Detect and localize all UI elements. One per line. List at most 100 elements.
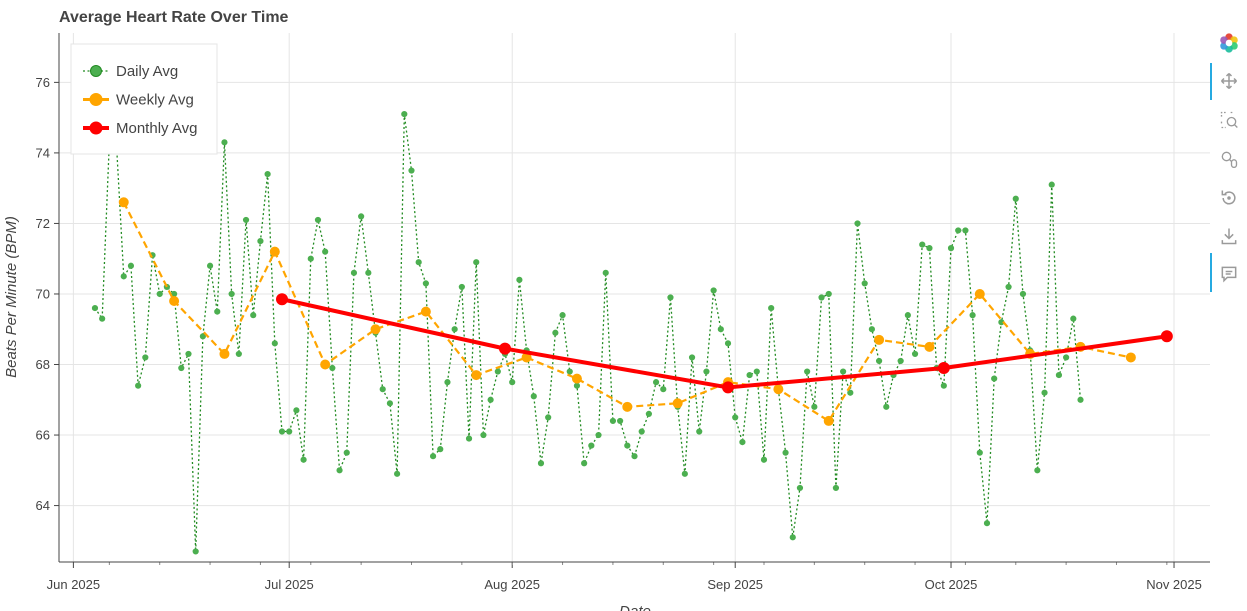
weekly-avg-series xyxy=(118,197,1136,426)
daily-avg-point xyxy=(825,290,832,298)
daily-avg-point xyxy=(545,414,552,421)
daily-avg-point xyxy=(156,290,163,298)
daily-avg-point xyxy=(358,213,365,220)
daily-avg-point xyxy=(437,446,444,453)
daily-avg-point xyxy=(919,241,926,248)
daily-avg-point xyxy=(624,442,631,449)
daily-avg-point xyxy=(753,368,760,375)
daily-avg-point xyxy=(286,428,293,435)
daily-avg-point xyxy=(429,453,437,460)
daily-avg-point xyxy=(667,294,674,301)
daily-avg-point xyxy=(897,357,904,365)
monthly-avg-point xyxy=(499,342,512,355)
save-icon[interactable] xyxy=(1218,225,1240,247)
daily-avg-point xyxy=(904,312,911,319)
weekly-avg-point xyxy=(571,373,582,384)
daily-avg-point xyxy=(206,262,214,269)
daily-avg-point xyxy=(120,273,127,280)
daily-avg-point xyxy=(199,333,206,340)
weekly-avg-point xyxy=(672,398,683,409)
monthly-avg-point xyxy=(722,381,735,394)
weekly-avg-point xyxy=(1125,352,1136,363)
grid-lines xyxy=(59,33,1210,562)
wheel-zoom-icon[interactable] xyxy=(1218,148,1240,170)
pan-icon[interactable] xyxy=(1218,70,1240,92)
legend-label: Monthly Avg xyxy=(116,120,197,137)
legend-item-weekly-avg[interactable]: Weekly Avg xyxy=(83,92,194,109)
legend[interactable]: Daily Avg Weekly Avg Monthly Avg xyxy=(70,43,218,155)
daily-avg-point xyxy=(746,371,753,379)
daily-avg-point xyxy=(926,245,933,252)
daily-avg-point xyxy=(868,326,875,333)
daily-avg-point xyxy=(1041,389,1048,396)
daily-avg-point xyxy=(796,484,804,492)
daily-avg-point xyxy=(509,379,516,386)
daily-avg-point xyxy=(336,467,343,474)
daily-avg-point xyxy=(221,139,228,146)
daily-avg-point xyxy=(782,449,789,456)
x-tick-label: Jul 2025 xyxy=(265,577,314,592)
daily-avg-point xyxy=(1012,195,1019,202)
daily-avg-point xyxy=(394,470,401,477)
axes: 64 66 68 70 72 74 76 Jun 2025 Jul 2025 Aug 2025 Se… xyxy=(36,33,1210,592)
daily-avg-point xyxy=(480,431,487,439)
weekly-avg-line xyxy=(122,201,1132,423)
daily-avg-point xyxy=(516,276,523,283)
daily-avg-point xyxy=(135,382,142,389)
daily-avg-point xyxy=(969,312,976,319)
daily-avg-point xyxy=(710,287,717,294)
weekly-avg-point xyxy=(622,401,633,412)
pan-tool-active-indicator xyxy=(1210,63,1212,100)
daily-avg-point xyxy=(487,396,494,403)
daily-avg-point xyxy=(588,442,595,449)
legend-item-daily-avg[interactable]: Daily Avg xyxy=(83,63,178,80)
weekly-avg-point xyxy=(370,324,381,335)
daily-avg-point xyxy=(703,368,710,375)
daily-avg-point xyxy=(314,216,322,224)
daily-avg-point xyxy=(818,294,825,301)
daily-avg-point xyxy=(955,227,962,234)
legend-label: Daily Avg xyxy=(116,63,178,80)
legend-item-monthly-avg[interactable]: Monthly Avg xyxy=(83,120,197,137)
box-zoom-icon[interactable] xyxy=(1218,109,1240,131)
daily-avg-point xyxy=(811,403,818,410)
daily-avg-point xyxy=(847,389,854,396)
daily-avg-point xyxy=(293,407,300,414)
y-tick-label: 66 xyxy=(36,428,50,443)
daily-avg-point xyxy=(494,368,501,375)
daily-avg-point xyxy=(257,237,264,245)
daily-avg-point xyxy=(595,431,602,439)
daily-avg-point xyxy=(458,283,465,291)
daily-avg-point xyxy=(271,340,278,347)
daily-avg-point xyxy=(609,417,617,425)
weekly-avg-point xyxy=(874,334,885,345)
bokeh-logo-icon[interactable] xyxy=(1218,32,1240,54)
daily-avg-point xyxy=(688,354,696,361)
daily-avg-point xyxy=(379,386,386,393)
daily-avg-point xyxy=(192,548,199,555)
daily-avg-point xyxy=(559,312,566,319)
y-axis-label: Beats Per Minute (BPM) xyxy=(3,216,20,378)
hover-icon[interactable] xyxy=(1218,263,1240,285)
daily-avg-point xyxy=(444,379,451,386)
y-tick-label: 72 xyxy=(36,216,50,231)
weekly-avg-point xyxy=(420,306,431,317)
daily-avg-point xyxy=(465,435,473,442)
daily-avg-series xyxy=(91,111,1084,555)
daily-avg-point xyxy=(911,350,919,358)
daily-avg-point xyxy=(250,312,257,319)
daily-avg-point xyxy=(760,456,768,463)
y-tick-label: 70 xyxy=(36,286,50,301)
daily-avg-point xyxy=(991,375,998,382)
daily-avg-point xyxy=(127,262,135,269)
daily-avg-point xyxy=(732,414,739,421)
legend-swatch-marker xyxy=(89,93,103,106)
daily-avg-point xyxy=(804,368,811,375)
daily-avg-point xyxy=(696,428,703,435)
daily-avg-point xyxy=(1070,315,1077,322)
x-tick-label: Oct 2025 xyxy=(925,577,978,592)
reset-icon[interactable] xyxy=(1218,187,1240,209)
daily-avg-point xyxy=(214,308,221,315)
daily-avg-point xyxy=(91,304,99,312)
daily-avg-point xyxy=(1034,467,1041,474)
